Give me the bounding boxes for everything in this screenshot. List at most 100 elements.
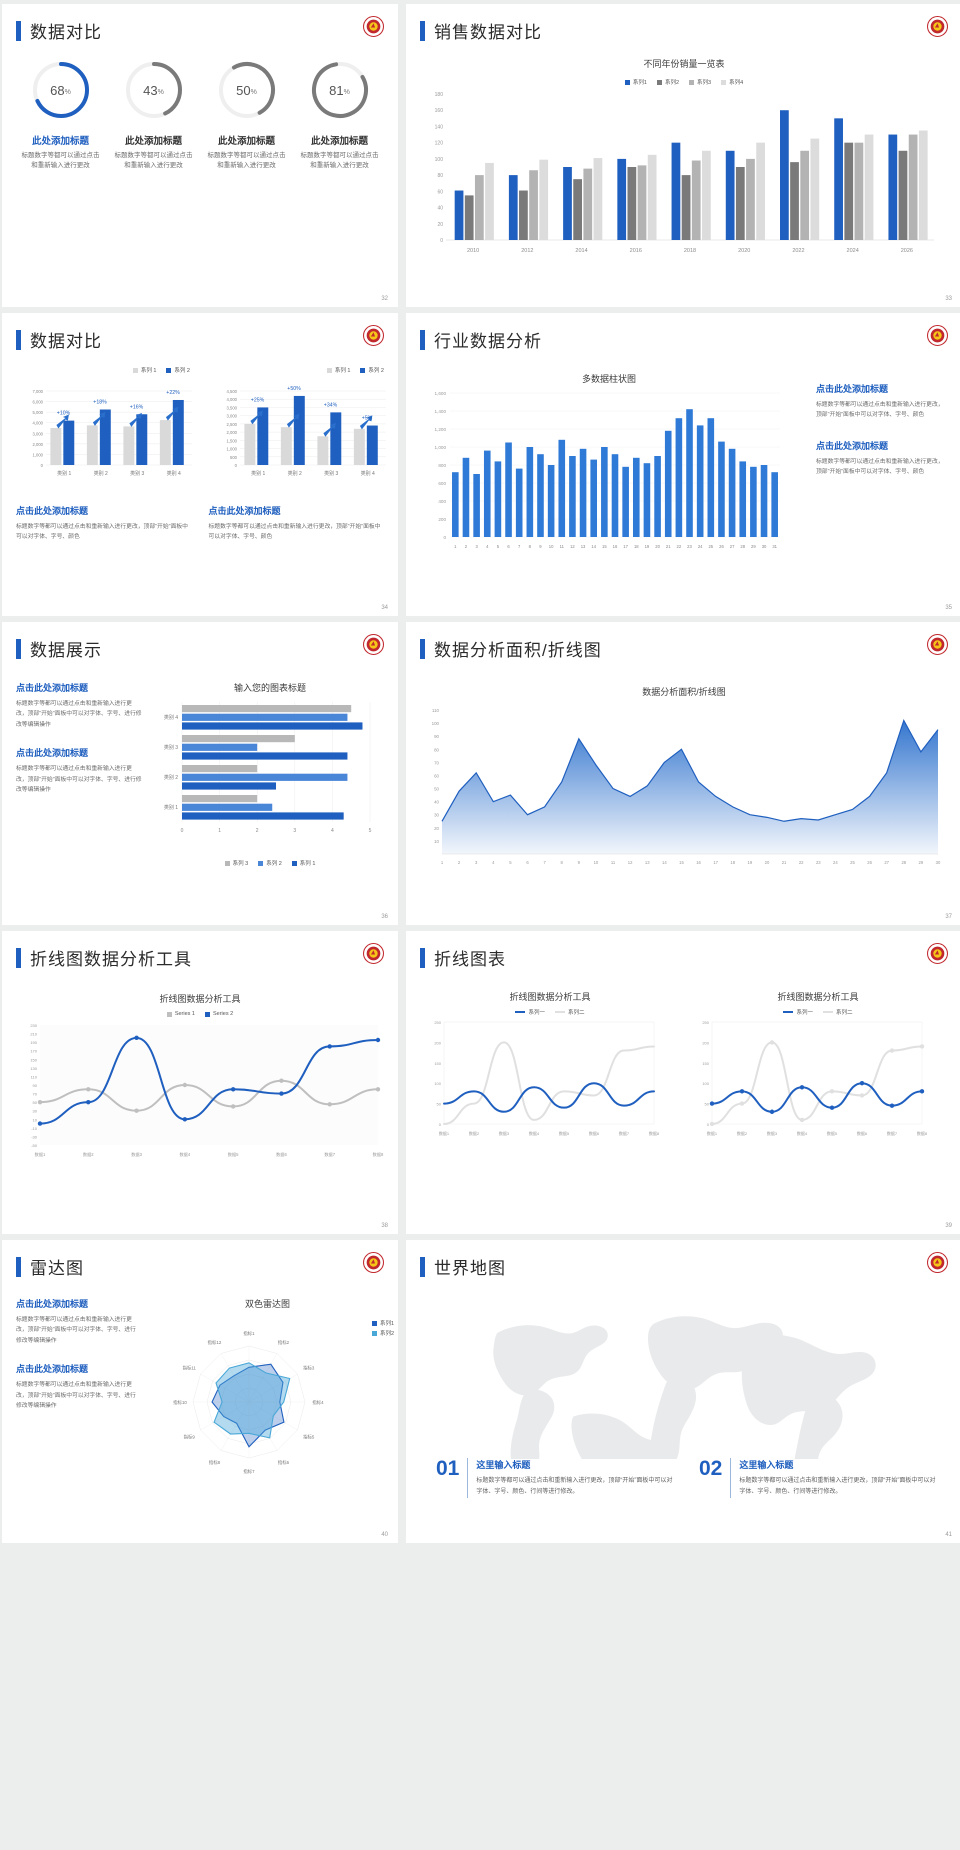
title-accent-bar	[16, 638, 21, 659]
slide-35[interactable]: 行业数据分析 多数据柱状图 0 200 400 600 800 1,000 1,200 1,4…	[406, 313, 960, 616]
chart-legend: 系列1 系列2	[371, 1319, 394, 1337]
donut-item[interactable]: 43% 此处添加标题 标题数字等都可以通过点击和重新输入进行更改	[113, 59, 195, 171]
svg-text:600: 600	[438, 481, 446, 486]
slide-37[interactable]: 数据分析面积/折线图 数据分析面积/折线图 10 20 30 40 50 60 70 80 90…	[406, 622, 960, 925]
page-number: 38	[381, 1223, 388, 1229]
slide-40[interactable]: 雷达图 点击此处添加标题 标题数字等都可以通过点击和重新输入进行更改，顶部“开始…	[2, 1240, 398, 1543]
block-heading: 点击此处添加标题	[16, 506, 89, 516]
block-heading: 点击此处添加标题	[16, 1364, 89, 1375]
slide-33[interactable]: 销售数据对比 不同年份销量一览表 系列1 系列2 系列3 系列4 0 20 40 60…	[406, 4, 960, 307]
svg-text:+50%: +50%	[287, 386, 301, 392]
slide-header: 雷达图	[2, 1240, 398, 1279]
svg-text:数据8: 数据8	[649, 1130, 660, 1136]
svg-text:24: 24	[698, 544, 703, 549]
slide-header: 世界地图	[406, 1240, 960, 1279]
svg-text:2022: 2022	[792, 248, 804, 254]
svg-text:数据2: 数据2	[83, 1151, 94, 1158]
slide-36[interactable]: 数据展示 点击此处添加标题 标题数字等都可以通过点击和重新输入进行更改，顶部“开…	[2, 622, 398, 925]
info-block[interactable]: 01 这里输入标题 标题数字等都可以通过点击和重新输入进行更改，顶部“开始”面板…	[436, 1458, 675, 1498]
svg-text:50: 50	[33, 1100, 38, 1105]
block-heading: 点击此处添加标题	[16, 748, 89, 759]
svg-text:3: 3	[475, 544, 478, 549]
emblem-logo-icon	[363, 943, 384, 964]
block-heading: 点击此处添加标题	[16, 1299, 89, 1309]
svg-text:数据3: 数据3	[499, 1130, 510, 1136]
svg-text:数据8: 数据8	[917, 1130, 928, 1136]
svg-text:210: 210	[30, 1032, 37, 1037]
svg-text:数据3: 数据3	[767, 1130, 778, 1136]
svg-text:500: 500	[230, 455, 238, 460]
svg-text:28: 28	[740, 544, 745, 549]
svg-text:20: 20	[655, 544, 660, 549]
svg-text:1: 1	[441, 860, 444, 865]
svg-text:8: 8	[561, 860, 564, 865]
svg-text:150: 150	[30, 1057, 37, 1062]
chart-legend: Series 1 Series 2	[2, 1011, 398, 1017]
svg-text:2012: 2012	[521, 248, 533, 254]
svg-text:数据4: 数据4	[797, 1130, 808, 1136]
line-chart-marker: 0 50 100 150 200 250 数据1 数据2 数据3 数据4 数据5 数据6 数据7 数据8	[702, 1020, 928, 1136]
svg-text:230: 230	[30, 1023, 37, 1028]
donut-item[interactable]: 50% 此处添加标题 标题数字等都可以通过点击和重新输入进行更改	[206, 59, 288, 171]
svg-text:7: 7	[543, 860, 546, 865]
chart-legend: 系列 1 系列 2	[210, 366, 384, 374]
page-title: 折线图数据分析工具	[30, 950, 192, 969]
donut-group: 68% 此处添加标题 标题数字等都可以通过点击和重新输入进行更改 43% 此处添…	[2, 43, 398, 171]
svg-text:17: 17	[713, 860, 718, 865]
svg-text:24: 24	[833, 860, 838, 865]
svg-text:-50: -50	[31, 1143, 38, 1148]
info-block[interactable]: 02 这里输入标题 标题数字等都可以通过点击和重新输入进行更改，顶部“开始”面板…	[699, 1458, 938, 1498]
svg-text:29: 29	[919, 860, 924, 865]
svg-text:类别 3: 类别 3	[130, 470, 144, 477]
donut-value: 50%	[236, 82, 257, 98]
slide-41[interactable]: 世界地图 01	[406, 1240, 960, 1543]
slide-32[interactable]: 数据对比 68% 此处添加标题 标题数字等都可以通过点击和重新输入进行更改	[2, 4, 398, 307]
slide-header: 行业数据分析	[406, 313, 960, 352]
slide-34[interactable]: 数据对比 系列 1 系列 2 0 1,000 2,000 3,000 4,000 5,00…	[2, 313, 398, 616]
svg-text:2020: 2020	[738, 248, 750, 254]
svg-text:25: 25	[708, 544, 713, 549]
svg-text:30: 30	[762, 544, 767, 549]
svg-text:20: 20	[437, 222, 443, 228]
svg-text:23: 23	[816, 860, 821, 865]
block-text: 标题数字等都可以通过点击和重新输入进行更改，顶部“开始”面板中可以对字体、字号、…	[16, 1382, 136, 1410]
slide-39[interactable]: 折线图表 折线图数据分析工具 系列一 系列二 0 50 100 150 200 250 数据…	[406, 931, 960, 1234]
title-accent-bar	[420, 1256, 425, 1277]
svg-text:27: 27	[884, 860, 889, 865]
svg-text:类别 3: 类别 3	[324, 470, 338, 477]
svg-text:类别 1: 类别 1	[251, 470, 265, 477]
slide-header: 数据分析面积/折线图	[406, 622, 960, 661]
svg-text:1,400: 1,400	[435, 409, 447, 414]
svg-text:数据6: 数据6	[857, 1130, 868, 1136]
block-text: 标题数字等都可以通过点击和重新输入进行更改，顶部“开始”面板中可以对字体、字号、…	[16, 524, 188, 541]
svg-text:110: 110	[432, 708, 440, 713]
donut-item[interactable]: 81% 此处添加标题 标题数字等都可以通过点击和重新输入进行更改	[299, 59, 381, 171]
page-title: 销售数据对比	[434, 23, 542, 42]
svg-text:40: 40	[434, 800, 439, 805]
block-text: 标题数字等都可以通过点击和重新输入进行更改，顶部“开始”面板中可以对字体、字号、…	[816, 458, 944, 476]
svg-text:23: 23	[687, 544, 692, 549]
chart-title: 多数据柱状图	[581, 374, 636, 384]
svg-text:数据5: 数据5	[228, 1151, 239, 1158]
chart-title: 不同年份销量一览表	[643, 59, 725, 69]
svg-text:-10: -10	[31, 1126, 38, 1131]
donut-item[interactable]: 68% 此处添加标题 标题数字等都可以通过点击和重新输入进行更改	[20, 59, 102, 171]
svg-text:类别 2: 类别 2	[164, 774, 178, 781]
donut-title: 此处添加标题	[124, 136, 182, 147]
svg-text:160: 160	[435, 108, 444, 114]
svg-text:800: 800	[438, 463, 446, 468]
slide-header: 折线图数据分析工具	[2, 931, 398, 970]
svg-text:9: 9	[578, 860, 581, 865]
radar-chart: 指标1 指标2 指标3 指标4 指标5 指标6 指标7 指标8 指标9 指标10 指标11 指标12	[173, 1330, 324, 1475]
slide-header: 数据对比	[2, 4, 398, 43]
slide-38[interactable]: 折线图数据分析工具 折线图数据分析工具 Series 1 Series 2 -5…	[2, 931, 398, 1234]
svg-text:数据1: 数据1	[35, 1151, 46, 1158]
side-text-column: 点击此处添加标题 标题数字等都可以通过点击和重新输入进行更改，顶部“开始”面板中…	[2, 1297, 137, 1495]
svg-text:10: 10	[434, 839, 439, 844]
donut-ring: 50%	[216, 59, 278, 121]
svg-text:+25%: +25%	[251, 397, 265, 403]
svg-text:类别 4: 类别 4	[164, 714, 178, 721]
donut-title: 此处添加标题	[31, 136, 89, 147]
svg-text:29: 29	[751, 544, 756, 549]
